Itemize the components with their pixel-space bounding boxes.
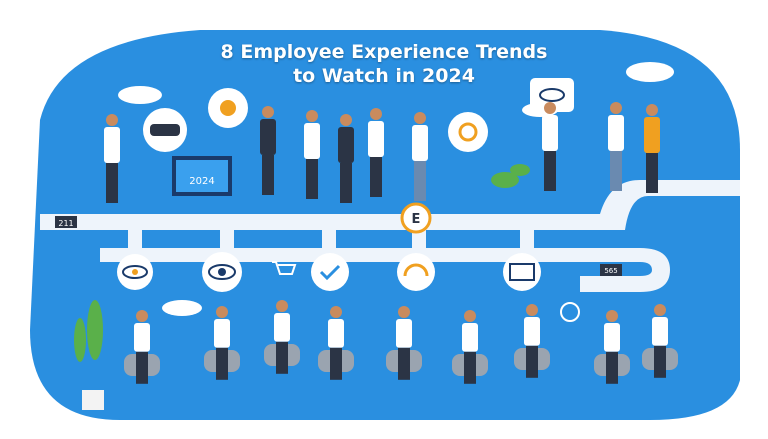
- cart-icon: [272, 261, 297, 275]
- eye-icon: [117, 254, 153, 290]
- person: [328, 306, 344, 380]
- person: [542, 102, 558, 191]
- eye-icon: [530, 78, 574, 112]
- person: [274, 300, 290, 374]
- person: [338, 114, 354, 203]
- person: [304, 110, 320, 199]
- cloud-icon: [118, 62, 674, 316]
- person: [412, 112, 428, 201]
- person: [396, 306, 412, 380]
- person: [604, 310, 620, 384]
- page-title: 8 Employee Experience Trends: [220, 41, 548, 63]
- person: [462, 310, 478, 384]
- badge: E: [400, 202, 432, 234]
- eye-icon: [503, 253, 541, 291]
- checkmark-icon: [311, 253, 349, 291]
- person: [260, 106, 276, 195]
- headphones-icon: [397, 253, 435, 291]
- vr-headset-icon: [143, 108, 187, 152]
- person: [214, 306, 230, 380]
- timeline-path: [40, 180, 740, 230]
- person: [134, 310, 150, 384]
- gear-icon: [448, 112, 488, 152]
- person: [524, 304, 540, 378]
- monitor: 2024: [172, 156, 232, 196]
- plant-icon: [74, 300, 104, 410]
- globe-icon: [560, 302, 580, 322]
- timeline-tag: 211: [58, 219, 73, 228]
- person: [644, 104, 660, 193]
- person: [104, 114, 120, 203]
- svg-text:E: E: [412, 212, 421, 227]
- monitor-label: 2024: [189, 176, 214, 187]
- eye-icon: [202, 252, 242, 292]
- person: [652, 304, 668, 378]
- person: [608, 102, 624, 191]
- sun-icon: [208, 88, 248, 128]
- page-subtitle: to Watch in 2024: [293, 65, 475, 87]
- timeline-tag: 565: [604, 267, 617, 275]
- person: [368, 108, 384, 197]
- plant-icon: [491, 164, 530, 188]
